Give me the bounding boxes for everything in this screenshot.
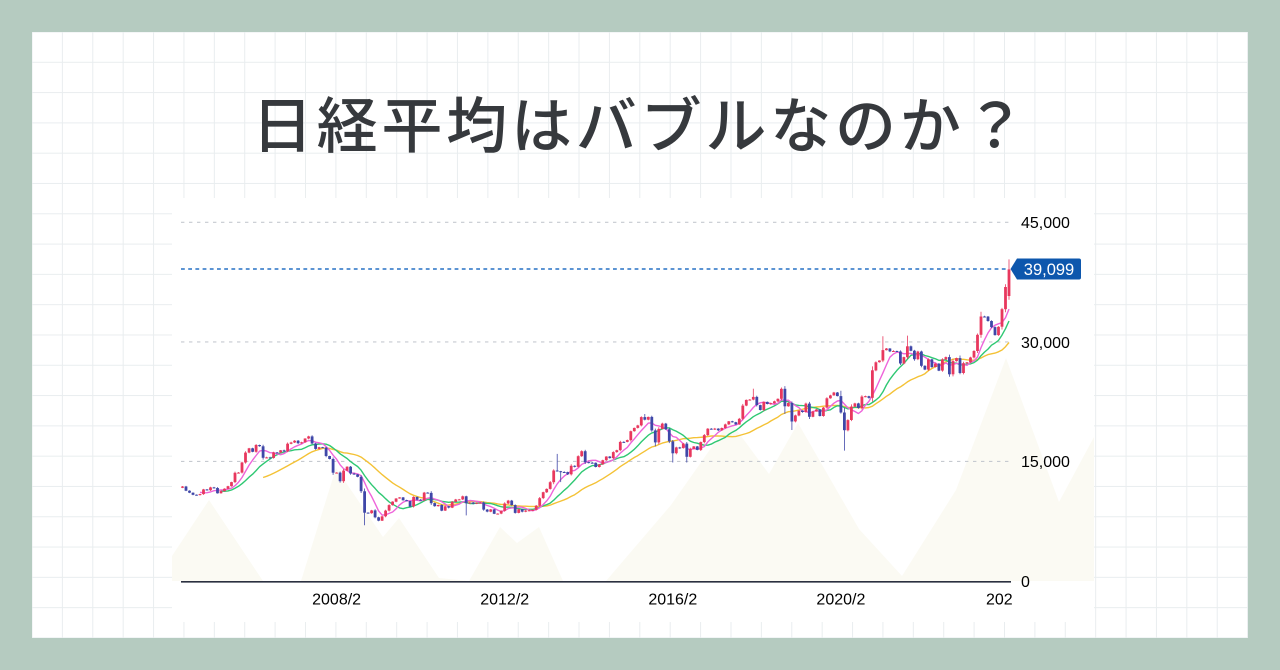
svg-text:30,000: 30,000	[1021, 335, 1070, 352]
svg-text:2020/2: 2020/2	[816, 592, 865, 609]
svg-text:2008/2: 2008/2	[312, 592, 361, 609]
svg-text:2016/2: 2016/2	[648, 592, 697, 609]
svg-text:2024/2: 2024/2	[986, 592, 1035, 609]
svg-text:15,000: 15,000	[1021, 454, 1070, 471]
svg-text:45,000: 45,000	[1021, 215, 1070, 232]
svg-text:0: 0	[1021, 574, 1030, 591]
svg-text:39,099: 39,099	[1023, 261, 1073, 279]
svg-text:2012/2: 2012/2	[480, 592, 529, 609]
